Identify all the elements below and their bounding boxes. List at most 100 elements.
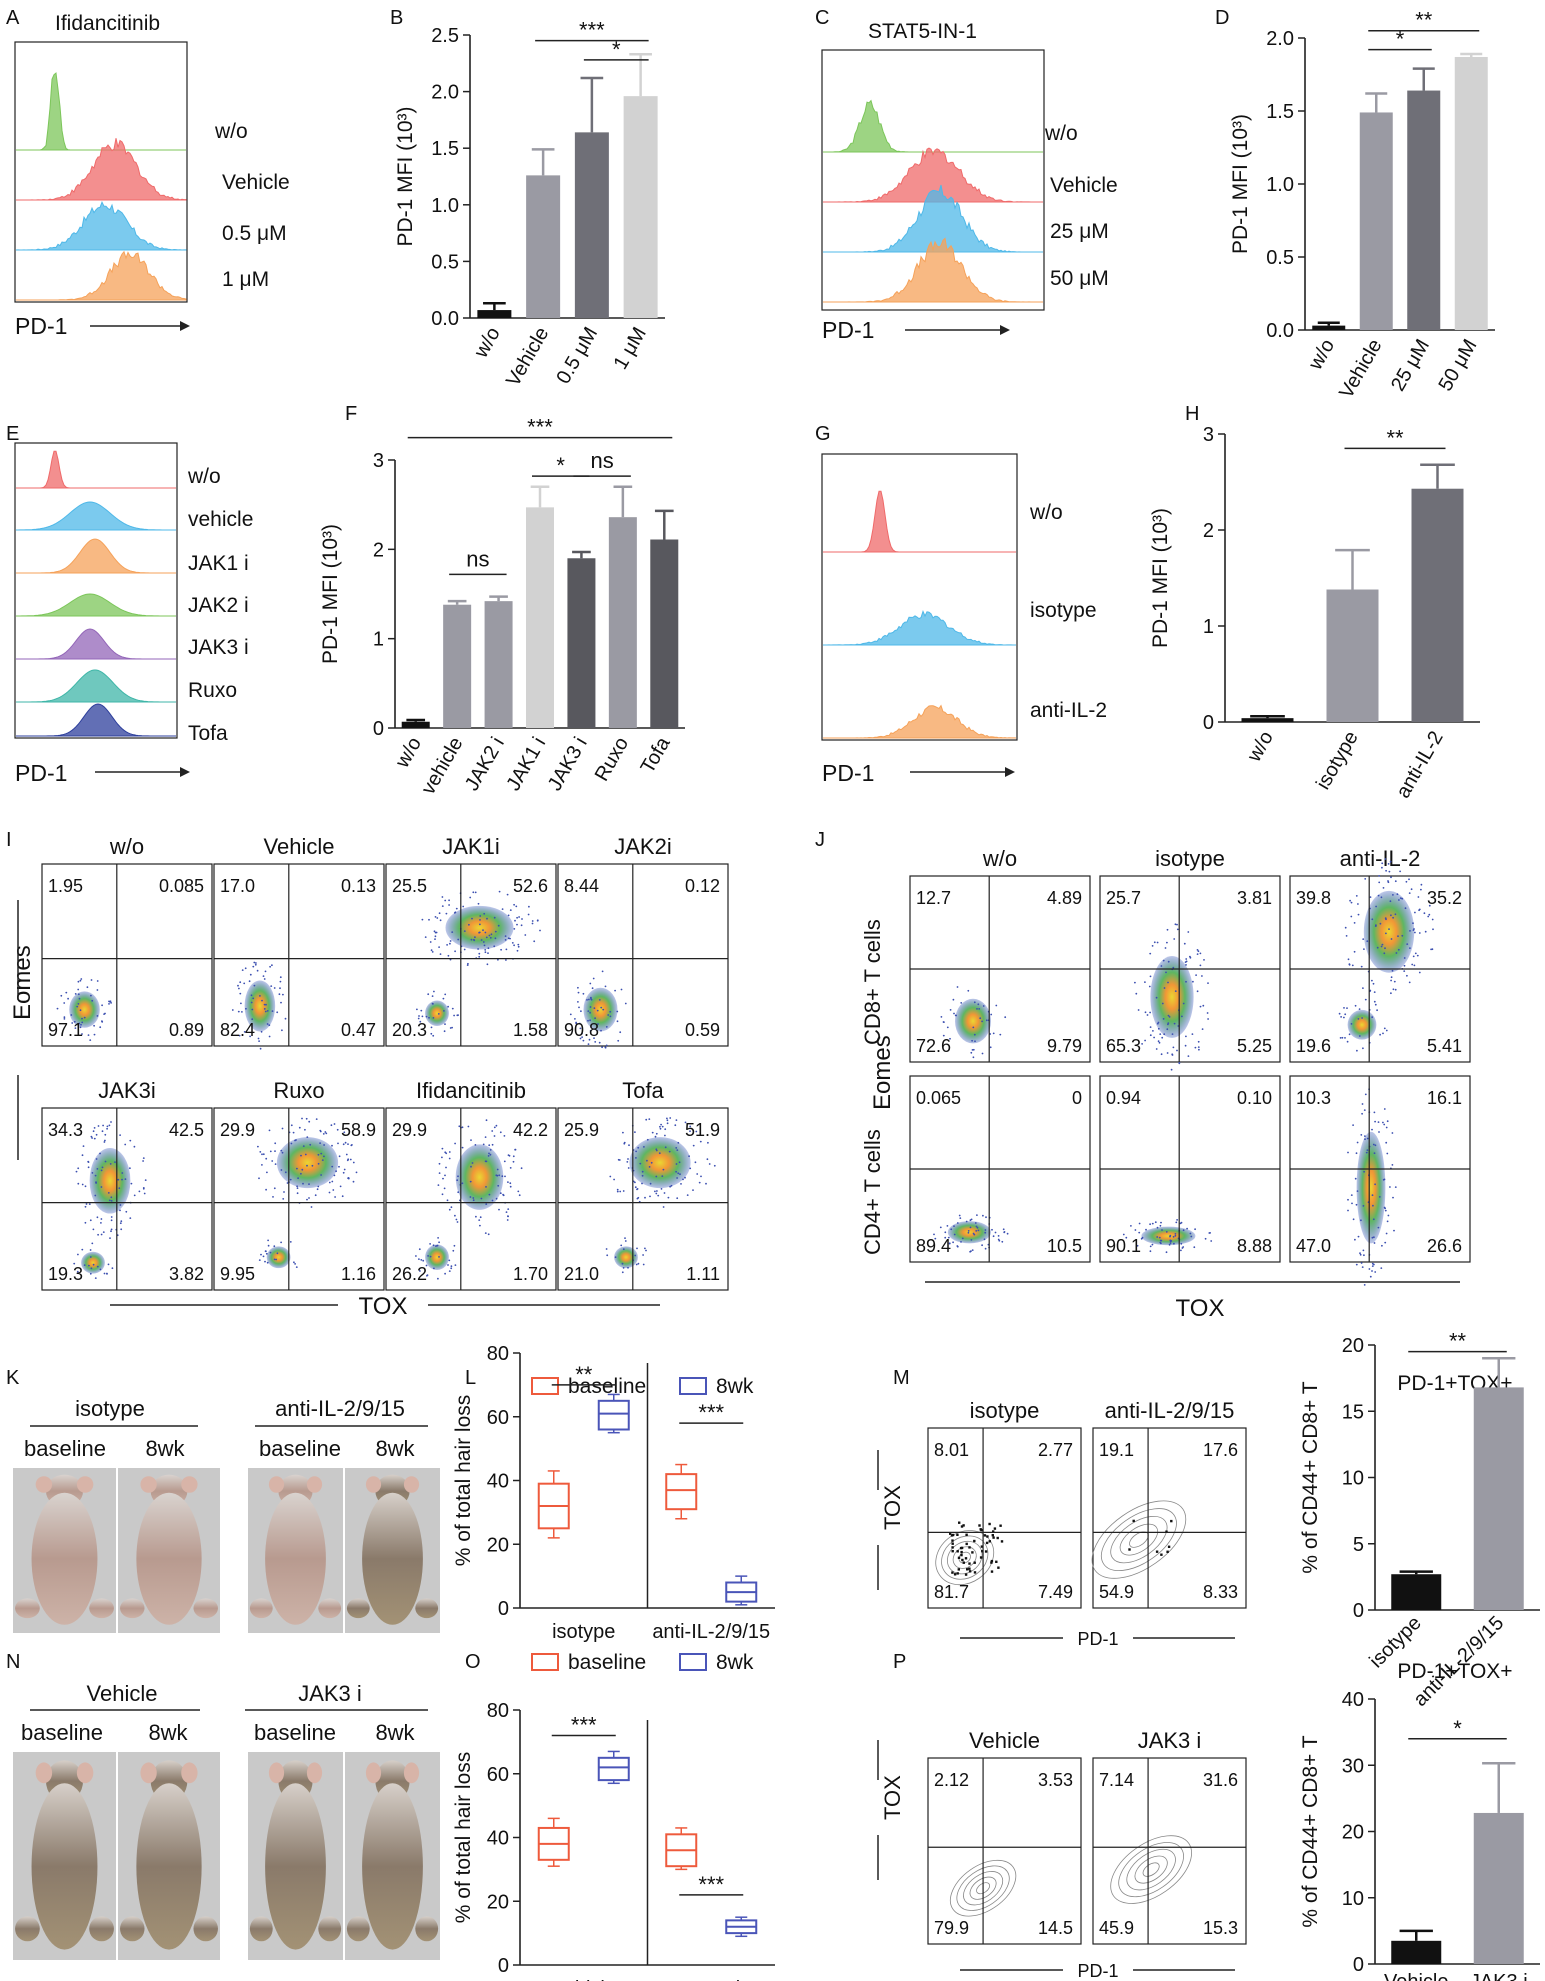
y-tick-label: 5 <box>1353 1534 1364 1556</box>
event-dot <box>77 1182 80 1185</box>
event-dot <box>674 1124 677 1127</box>
bar <box>1241 718 1294 722</box>
event-dot <box>1387 880 1389 882</box>
outlier-dot <box>990 1561 993 1564</box>
event-dot <box>508 1154 511 1157</box>
event-dot <box>108 1003 110 1005</box>
y-tick-label: 20 <box>487 1534 509 1556</box>
event-dot <box>575 1022 578 1025</box>
quadrant-lr: 1.16 <box>341 1264 376 1284</box>
event-dot <box>1208 1232 1211 1234</box>
event-dot <box>609 1015 612 1018</box>
event-dot <box>1189 1232 1192 1235</box>
event-dot <box>1187 931 1190 933</box>
event-dot <box>1384 917 1387 919</box>
event-dot <box>273 1258 276 1261</box>
event-dot <box>102 1231 105 1233</box>
quadrant-ul: 7.14 <box>1099 1770 1134 1790</box>
outlier-dot <box>1167 1545 1171 1548</box>
panel-letters: A C E G I J K M N P <box>6 7 910 1673</box>
mouse-ear <box>306 1476 323 1493</box>
event-dot <box>294 1263 296 1265</box>
event-dot <box>659 1127 662 1130</box>
event-dot <box>946 1026 949 1029</box>
event-dot <box>1164 947 1167 949</box>
flow-plot-title: anti-IL-2/9/15 <box>1105 1398 1235 1423</box>
event-dot <box>447 1005 449 1008</box>
event-dot <box>1185 964 1187 966</box>
contour-line <box>1091 1500 1187 1579</box>
event-dot <box>592 977 595 980</box>
flow-plot-title: w/o <box>109 834 144 859</box>
event-dot <box>1373 991 1376 993</box>
event-dot <box>1161 1002 1164 1005</box>
event-dot <box>444 899 447 902</box>
outlier-dot <box>1155 1550 1159 1553</box>
event-dot <box>587 1019 589 1022</box>
panel-k-sub2a: baseline <box>259 1436 341 1461</box>
event-dot <box>1144 1011 1147 1014</box>
event-dot <box>1180 1221 1183 1224</box>
event-dot <box>483 944 486 947</box>
x-group-label: Vehicle <box>552 1978 617 1981</box>
event-dot <box>108 1124 111 1127</box>
panel-a-label-1: w/o <box>214 120 248 143</box>
event-dot <box>984 1229 987 1231</box>
event-dot <box>260 1030 263 1033</box>
event-dot <box>321 1159 324 1161</box>
event-dot <box>1169 1235 1171 1238</box>
event-dot <box>507 1215 509 1218</box>
event-dot <box>949 1037 951 1040</box>
flow-plot-frame <box>41 1107 213 1291</box>
quadrant-lr: 5.41 <box>1427 1036 1462 1056</box>
event-dot <box>138 1190 141 1193</box>
event-dot <box>80 1023 82 1026</box>
quadrant-ll: 79.9 <box>934 1918 969 1938</box>
event-dot <box>101 1166 104 1169</box>
event-dot <box>427 1255 429 1257</box>
quadrant-lr: 26.6 <box>1427 1236 1462 1256</box>
quadrant-ur: 31.6 <box>1203 1770 1238 1790</box>
flow-plot: 10.3 16.147.0 26.6 <box>1289 1075 1471 1286</box>
event-dot <box>1344 926 1347 929</box>
event-dot <box>581 1032 583 1035</box>
event-dot <box>605 1248 608 1250</box>
bar <box>1391 1574 1442 1610</box>
event-dot <box>994 1231 997 1234</box>
event-dot <box>88 1264 90 1267</box>
event-dot <box>1144 1039 1146 1042</box>
event-dot <box>1149 1026 1152 1028</box>
y-axis-label: PD-1 MFI (10³) <box>1149 508 1172 648</box>
mouse-leg <box>89 1598 114 1619</box>
event-dot <box>1192 980 1194 983</box>
event-dot <box>577 991 580 994</box>
letter-P: P <box>893 1651 906 1673</box>
event-dot <box>444 1023 446 1025</box>
outlier-dot <box>997 1566 1000 1569</box>
event-dot <box>1392 1196 1394 1199</box>
event-dot <box>470 1139 472 1141</box>
outlier-dot <box>961 1558 964 1562</box>
event-dot <box>77 980 80 983</box>
event-dot <box>491 1199 494 1202</box>
quadrant-ll: 26.2 <box>392 1264 427 1284</box>
event-dot <box>999 1033 1002 1036</box>
event-dot <box>96 1015 99 1017</box>
event-dot <box>1357 913 1360 916</box>
event-dot <box>305 1117 308 1120</box>
mouse-leg <box>120 1598 145 1619</box>
event-dot <box>265 1252 268 1255</box>
event-dot <box>646 1159 648 1162</box>
event-dot <box>270 985 273 987</box>
event-dot <box>104 1133 107 1136</box>
x-tick-label: Vehicle <box>502 324 553 391</box>
panel-a-title: Ifidancitinib <box>55 12 160 35</box>
event-dot <box>1363 1109 1366 1111</box>
event-dot <box>637 1196 640 1199</box>
event-dot <box>574 1018 576 1020</box>
event-dot <box>1392 916 1394 919</box>
event-dot <box>977 1003 980 1006</box>
panel-i-xaxis: TOX <box>359 1293 408 1320</box>
chart-letter: H <box>1185 403 1199 425</box>
event-dot <box>284 1171 287 1174</box>
